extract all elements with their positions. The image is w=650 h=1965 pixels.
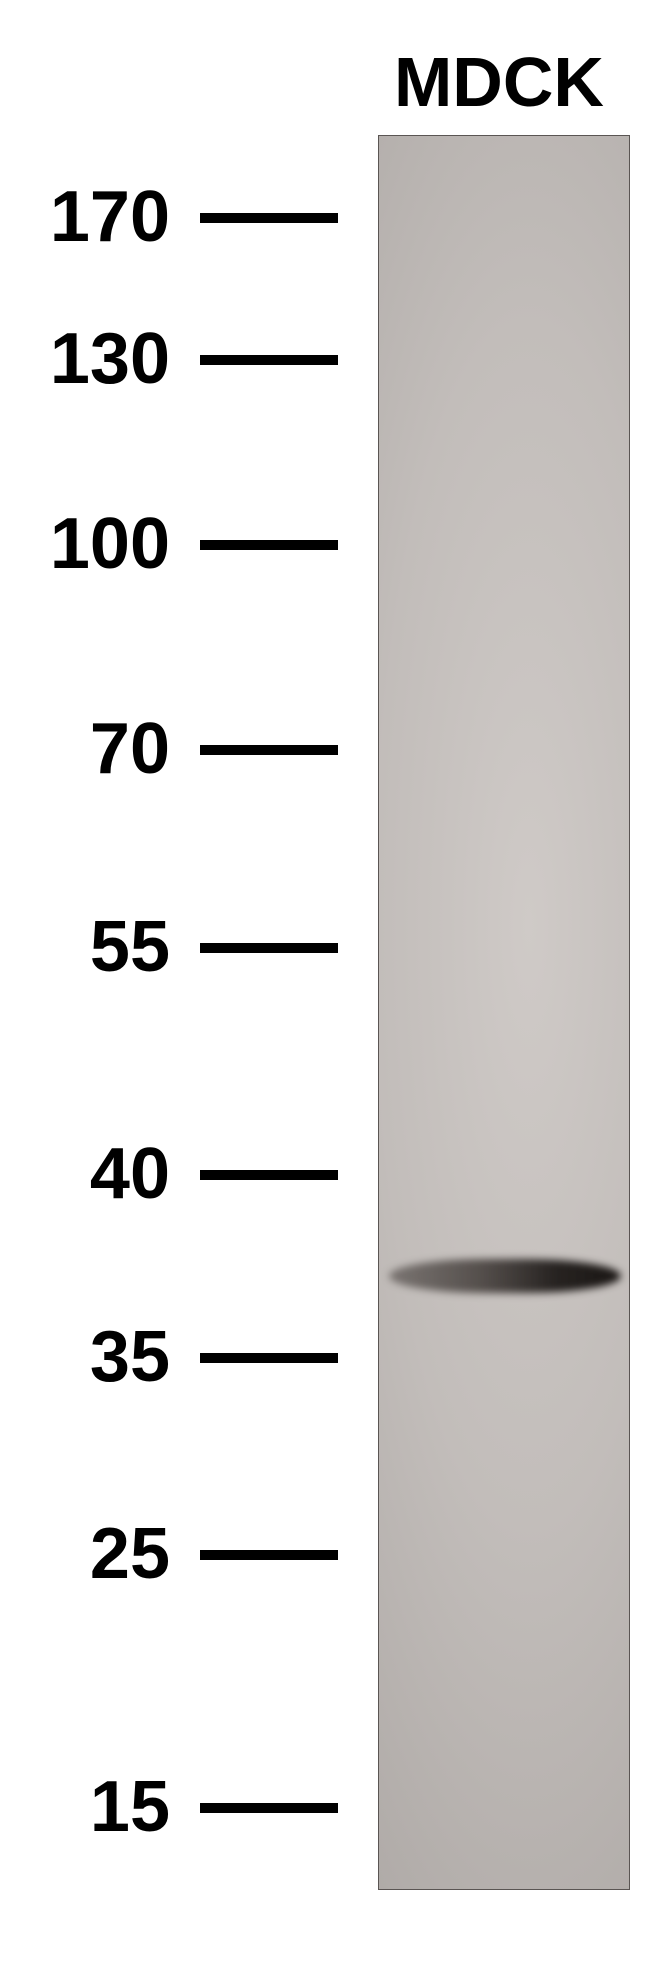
mw-tick-130 xyxy=(200,355,338,365)
mw-label-100: 100 xyxy=(0,503,170,585)
mw-label-15: 15 xyxy=(0,1766,170,1848)
lane-label-mdck: MDCK xyxy=(394,42,604,122)
mw-tick-70 xyxy=(200,745,338,755)
mw-label-35: 35 xyxy=(0,1316,170,1398)
mw-tick-55 xyxy=(200,943,338,953)
mw-label-55: 55 xyxy=(0,906,170,988)
mw-label-170: 170 xyxy=(0,176,170,258)
band-37 xyxy=(389,1259,621,1293)
mw-label-40: 40 xyxy=(0,1133,170,1215)
blot-figure: MDCK 170 130 100 70 55 40 35 25 15 xyxy=(0,0,650,1965)
mw-tick-40 xyxy=(200,1170,338,1180)
mw-tick-100 xyxy=(200,540,338,550)
mw-tick-15 xyxy=(200,1803,338,1813)
mw-tick-25 xyxy=(200,1550,338,1560)
mw-tick-170 xyxy=(200,213,338,223)
mw-label-130: 130 xyxy=(0,318,170,400)
mw-label-70: 70 xyxy=(0,708,170,790)
mw-label-25: 25 xyxy=(0,1513,170,1595)
blot-lane xyxy=(378,135,630,1890)
mw-tick-35 xyxy=(200,1353,338,1363)
